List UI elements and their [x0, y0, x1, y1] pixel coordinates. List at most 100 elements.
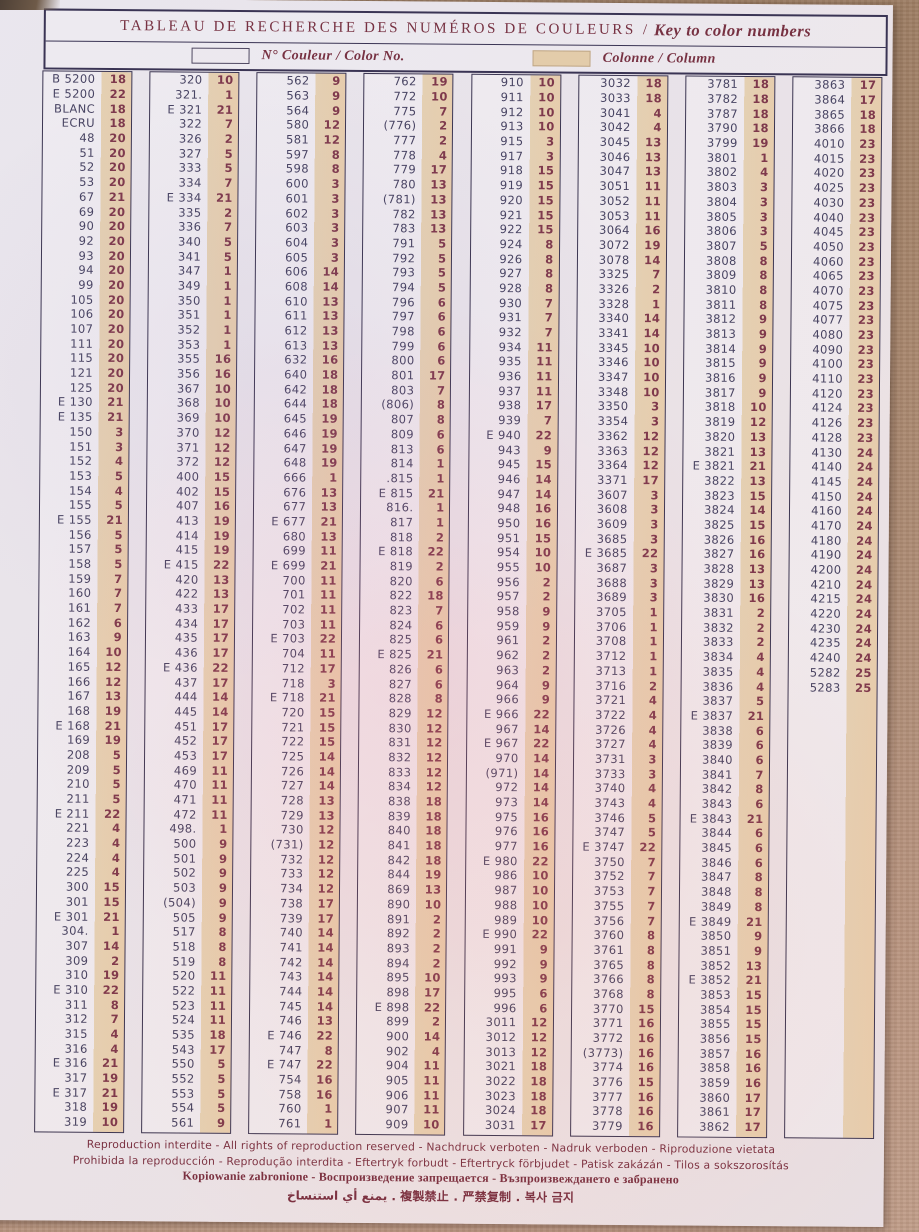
color-row: E 966 22 — [467, 706, 555, 722]
color-row: .815 1 — [362, 470, 450, 485]
column-number: 18 — [109, 72, 127, 87]
color-number: 3760 — [593, 927, 625, 943]
color-number: 517 — [172, 924, 196, 939]
color-number: 4065 — [812, 268, 844, 283]
color-number: 955 — [496, 560, 521, 575]
color-number: 309 — [65, 953, 89, 968]
color-row: 3776 15 — [571, 1074, 659, 1089]
color-row: (3773) 16 — [571, 1045, 659, 1060]
color-column-2: 320 10 321. 1 E 321 21 322 7 326 2 327 5 333 5 334 7 E 3… — [141, 71, 240, 1134]
color-number: 734 — [280, 881, 304, 896]
column-number: 24 — [855, 650, 872, 666]
color-row: 4190 24 — [790, 547, 878, 562]
color-number: 53 — [79, 174, 95, 189]
color-number: 3364 — [597, 458, 629, 473]
color-row: 926 8 — [470, 251, 558, 266]
color-row: 838 18 — [359, 794, 447, 809]
color-row: 3816 9 — [684, 370, 772, 385]
color-row: 779 17 — [364, 162, 452, 177]
column-number: 13 — [104, 689, 122, 704]
color-row: 3814 9 — [684, 341, 772, 356]
color-number: 5283 — [809, 679, 841, 695]
column-number: 8 — [646, 972, 656, 987]
column-number: 8 — [754, 899, 763, 914]
column-number: 23 — [858, 195, 876, 210]
color-row: 3348 10 — [577, 384, 665, 399]
color-row: 3687 3 — [575, 560, 663, 575]
column-number: 18 — [425, 794, 443, 809]
color-number: E 3821 — [692, 458, 736, 474]
column-number: 4 — [756, 679, 765, 694]
color-number: 350 — [177, 293, 201, 308]
column-number: 7 — [223, 220, 233, 235]
color-row: 4130 24 — [790, 444, 878, 459]
color-row: E 436 22 — [146, 660, 234, 675]
color-number: 606 — [284, 264, 309, 279]
color-number: 161 — [68, 600, 92, 615]
column-number: 17 — [212, 631, 230, 646]
column-number: 11 — [319, 588, 337, 603]
color-number: 945 — [497, 457, 521, 472]
color-number: 502 — [173, 865, 197, 881]
column-number: 19 — [321, 411, 339, 426]
color-row: 632 16 — [255, 352, 343, 367]
color-number: 605 — [285, 249, 309, 265]
color-number: 3756 — [593, 913, 625, 928]
column-number: 18 — [109, 101, 127, 116]
color-row: 157 5 — [40, 541, 128, 556]
color-row: 422 13 — [146, 586, 234, 601]
color-row: 3803 3 — [685, 179, 773, 194]
color-row: 580 12 — [257, 117, 345, 132]
column-number: 19 — [213, 543, 230, 558]
color-number: 347 — [177, 263, 202, 278]
column-number: 4 — [760, 165, 769, 180]
color-column-4: 762 19 772 10 775 7 (776) 2 777 2 778 4 779 17 780 13 (7… — [355, 72, 454, 1136]
color-row: 3858 16 — [678, 1061, 766, 1076]
column-number: 1 — [329, 470, 338, 485]
column-number: 2 — [432, 956, 441, 971]
color-number: 3854 — [699, 1002, 731, 1017]
column-number: 22 — [316, 1028, 334, 1043]
color-number: 645 — [283, 411, 308, 426]
column-number: 23 — [858, 283, 875, 298]
color-row: 3364 12 — [576, 457, 664, 472]
color-row: 3328 1 — [577, 296, 665, 311]
color-number: 3740 — [594, 781, 626, 796]
color-row: 3078 14 — [578, 252, 666, 267]
color-row: 519 8 — [144, 953, 232, 968]
color-number: 334 — [178, 175, 202, 190]
color-number: 3340 — [598, 311, 630, 326]
color-row: 340 5 — [149, 234, 237, 249]
color-number: 799 — [391, 338, 415, 354]
column-number: 14 — [316, 999, 334, 1014]
color-number: 779 — [392, 162, 417, 177]
color-row: 520 11 — [143, 968, 231, 983]
column-number: 10 — [424, 897, 442, 912]
column-number: 11 — [320, 573, 337, 588]
column-number: 15 — [638, 1001, 655, 1016]
column-number: 14 — [749, 503, 766, 518]
color-number: 4010 — [813, 136, 845, 151]
column-number: 8 — [754, 870, 764, 885]
column-number: 3 — [115, 439, 124, 454]
column-number: 6 — [754, 826, 764, 841]
color-row: 315 4 — [36, 1026, 124, 1041]
color-row: 4070 23 — [792, 283, 880, 298]
color-row: 161 7 — [39, 600, 127, 615]
color-number: 165 — [67, 659, 91, 674]
color-row: 436 17 — [146, 645, 234, 660]
column-number: 11 — [209, 1013, 227, 1028]
color-row: 370 12 — [148, 425, 236, 440]
column-number: 6 — [755, 753, 764, 768]
color-row: 3766 8 — [572, 972, 660, 987]
color-row: 3346 10 — [577, 355, 665, 370]
color-number: 3847 — [701, 870, 733, 885]
color-number: 3865 — [814, 107, 846, 122]
color-row: 5282 25 — [789, 665, 877, 680]
color-number: 320 — [179, 72, 203, 88]
color-number: (971) — [485, 765, 519, 780]
color-number: 829 — [388, 706, 412, 721]
column-number: 2 — [652, 282, 661, 297]
color-number: 3832 — [702, 620, 734, 635]
color-row: 160 7 — [39, 585, 127, 600]
